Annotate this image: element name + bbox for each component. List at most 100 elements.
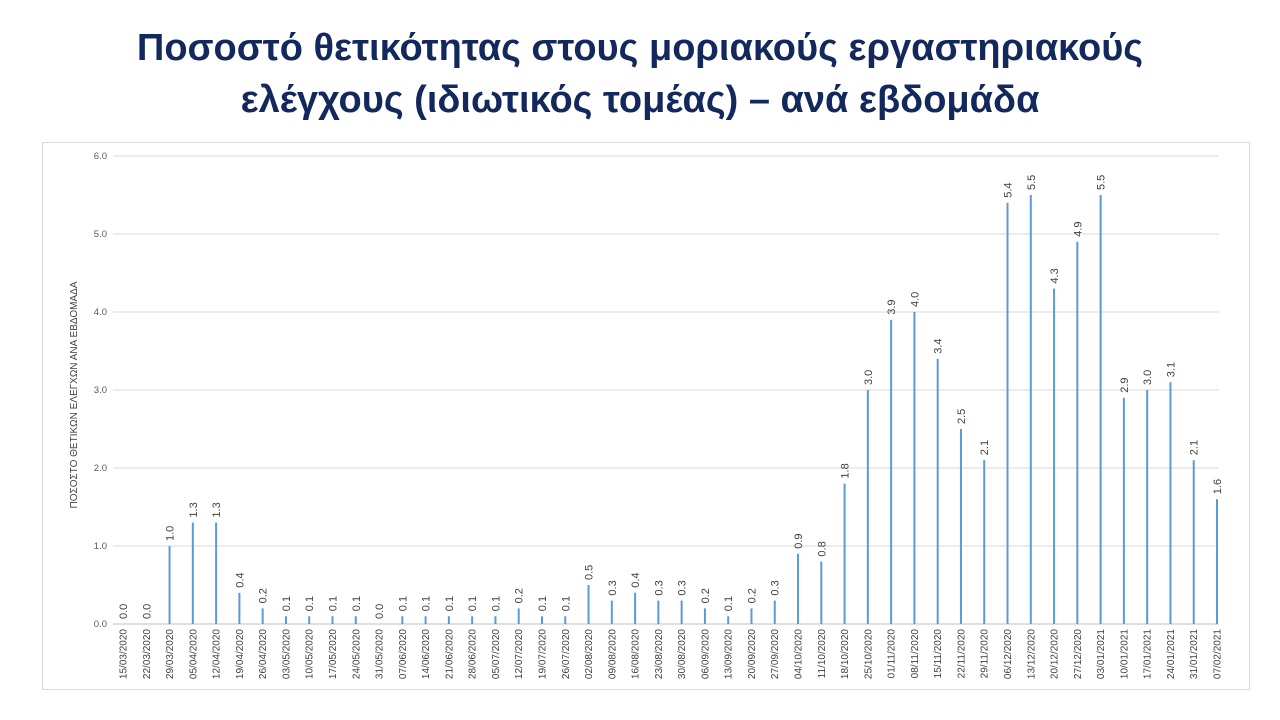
data-labels: 0.0 0.0 1.0 1.3 1.3 0.4 0.2 0.1 0.1 0.1 0.1 0.0 0.1 0…	[118, 175, 1224, 619]
x-tick-label: 12/07/2020	[514, 629, 525, 679]
slide-title-line-1: Ποσοστό θετικότητας στους μοριακούς εργα…	[136, 27, 1144, 69]
x-tick-label: 27/12/2020	[1073, 629, 1084, 679]
x-tick-label: 31/01/2021	[1189, 629, 1200, 679]
bar	[564, 616, 567, 624]
x-tick-label: 08/11/2020	[910, 629, 921, 679]
bar	[1192, 460, 1195, 624]
data-label: 0.3	[653, 580, 665, 595]
data-label: 0.0	[141, 604, 153, 619]
x-tick-label: 16/08/2020	[631, 629, 642, 679]
y-tick-label: 2.0	[94, 463, 107, 474]
gridlines	[113, 155, 1219, 625]
bar	[168, 546, 171, 624]
x-tick-label: 13/12/2020	[1026, 629, 1037, 679]
x-tick-label: 24/01/2021	[1166, 629, 1177, 679]
data-label: 0.1	[281, 596, 293, 611]
data-label: 0.2	[514, 588, 526, 603]
bars	[168, 195, 1218, 625]
x-tick-label: 04/10/2020	[794, 629, 805, 679]
data-label: 4.3	[1049, 268, 1061, 283]
bar	[308, 616, 311, 624]
data-label: 1.3	[188, 502, 200, 517]
bar	[587, 585, 590, 624]
data-label: 0.2	[258, 588, 270, 603]
x-tick-label: 15/03/2020	[119, 629, 130, 679]
data-label: 0.3	[677, 580, 689, 595]
bar	[215, 522, 218, 624]
x-tick-label: 31/05/2020	[375, 629, 386, 679]
bar	[866, 390, 869, 624]
x-tick-label: 01/11/2020	[887, 629, 898, 679]
data-label: 0.1	[304, 596, 316, 611]
data-label: 0.1	[397, 596, 409, 611]
bar	[471, 616, 474, 624]
bar	[1006, 202, 1009, 625]
x-tick-label: 09/08/2020	[607, 629, 618, 679]
x-tick-label: 03/05/2020	[281, 629, 292, 679]
bar	[238, 592, 241, 624]
y-tick-label: 4.0	[94, 307, 107, 318]
y-tick-label: 0.0	[94, 619, 107, 630]
bar	[820, 561, 823, 624]
bar	[936, 358, 939, 624]
data-label: 0.1	[421, 596, 433, 611]
data-label: 3.0	[863, 370, 875, 385]
x-tick-label: 10/05/2020	[305, 629, 316, 679]
x-tick-label: 13/09/2020	[724, 629, 735, 679]
data-label: 0.1	[723, 596, 735, 611]
x-tick-label: 25/10/2020	[863, 629, 874, 679]
data-label: 0.1	[467, 596, 479, 611]
bar	[634, 592, 637, 624]
data-label: 3.1	[1165, 362, 1177, 377]
data-label: 0.3	[770, 580, 782, 595]
y-axis-title: ΠΟΣΟΣΤΟ ΘΕΤΙΚΩΝ ΕΛΕΓΧΩΝ ΑΝΑ ΕΒΔΟΜΑΔΑ	[69, 281, 80, 508]
data-label: 0.8	[816, 541, 828, 556]
x-tick-label: 19/07/2020	[537, 629, 548, 679]
bar	[494, 616, 497, 624]
bar	[284, 616, 287, 624]
data-label: 1.3	[211, 502, 223, 517]
data-label: 2.1	[1189, 440, 1201, 455]
bar	[727, 616, 730, 624]
data-label: 3.4	[933, 339, 945, 354]
bar	[424, 616, 427, 624]
bar	[191, 522, 194, 624]
bar	[890, 319, 893, 624]
data-label: 0.3	[607, 580, 619, 595]
data-label: 2.5	[956, 409, 968, 424]
data-label: 0.0	[118, 604, 130, 619]
bar	[703, 608, 706, 624]
bar	[843, 483, 846, 624]
data-label: 0.1	[351, 596, 363, 611]
y-tick-label: 5.0	[94, 229, 107, 240]
bar	[540, 616, 543, 624]
data-label: 4.0	[909, 292, 921, 307]
x-tick-label: 05/04/2020	[188, 629, 199, 679]
bar	[447, 616, 450, 624]
x-tick-label: 20/09/2020	[747, 629, 758, 679]
x-tick-label: 23/08/2020	[654, 629, 665, 679]
x-tick-label: 29/11/2020	[980, 629, 991, 679]
bar	[657, 600, 660, 624]
bar	[610, 600, 613, 624]
data-label: 0.1	[490, 596, 502, 611]
slide-title-line-2: ελέγχους (ιδιωτικός τομέας) – ανά εβδομά…	[240, 79, 1040, 121]
x-tick-label: 30/08/2020	[677, 629, 688, 679]
bar	[1099, 195, 1102, 624]
data-label: 5.5	[1026, 175, 1038, 190]
x-tick-label: 26/07/2020	[561, 629, 572, 679]
data-label: 0.5	[584, 565, 596, 580]
bar	[1076, 241, 1079, 625]
data-label: 0.4	[630, 573, 642, 588]
data-label: 3.0	[1142, 370, 1154, 385]
data-label: 0.1	[444, 596, 456, 611]
x-tick-label: 14/06/2020	[421, 629, 432, 679]
y-axis-ticks: 0.0 1.0 2.0 3.0 4.0 5.0 6.0	[94, 151, 107, 630]
x-tick-label: 24/05/2020	[351, 629, 362, 679]
x-tick-label: 27/09/2020	[770, 629, 781, 679]
x-tick-label: 10/01/2021	[1119, 629, 1130, 679]
bar	[797, 553, 800, 624]
y-tick-label: 1.0	[94, 541, 107, 552]
data-label: 1.0	[165, 526, 177, 541]
x-tick-label: 02/08/2020	[584, 629, 595, 679]
